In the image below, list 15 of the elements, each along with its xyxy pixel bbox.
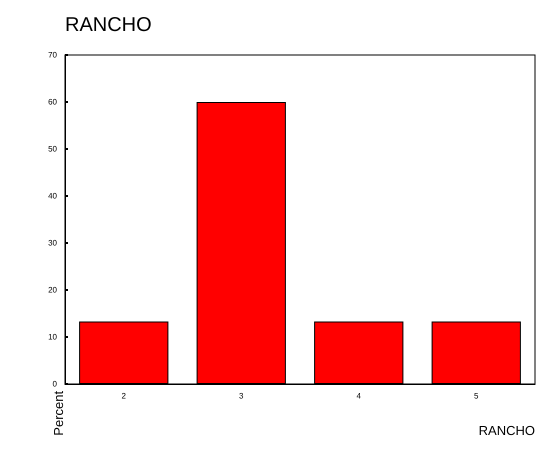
- y-tick-label: 10: [48, 332, 58, 342]
- x-tick-label: 2: [122, 392, 127, 400]
- y-tick-label: 40: [48, 192, 58, 200]
- x-axis-title: RANCHO: [478, 423, 535, 438]
- x-tick-label: 4: [356, 392, 362, 400]
- x-tick-label: 5: [474, 392, 480, 400]
- y-tick-label: 0: [52, 380, 58, 388]
- y-tick-label: 70: [48, 50, 58, 60]
- y-tick-label: 20: [48, 286, 58, 294]
- chart-title: RANCHO: [65, 14, 152, 36]
- y-tick-label: 50: [48, 144, 58, 154]
- y-tick-label: 30: [48, 238, 58, 248]
- x-tick-label: 3: [239, 392, 244, 400]
- y-tick-label: 60: [48, 98, 58, 106]
- y-axis-title: Percent: [51, 390, 66, 436]
